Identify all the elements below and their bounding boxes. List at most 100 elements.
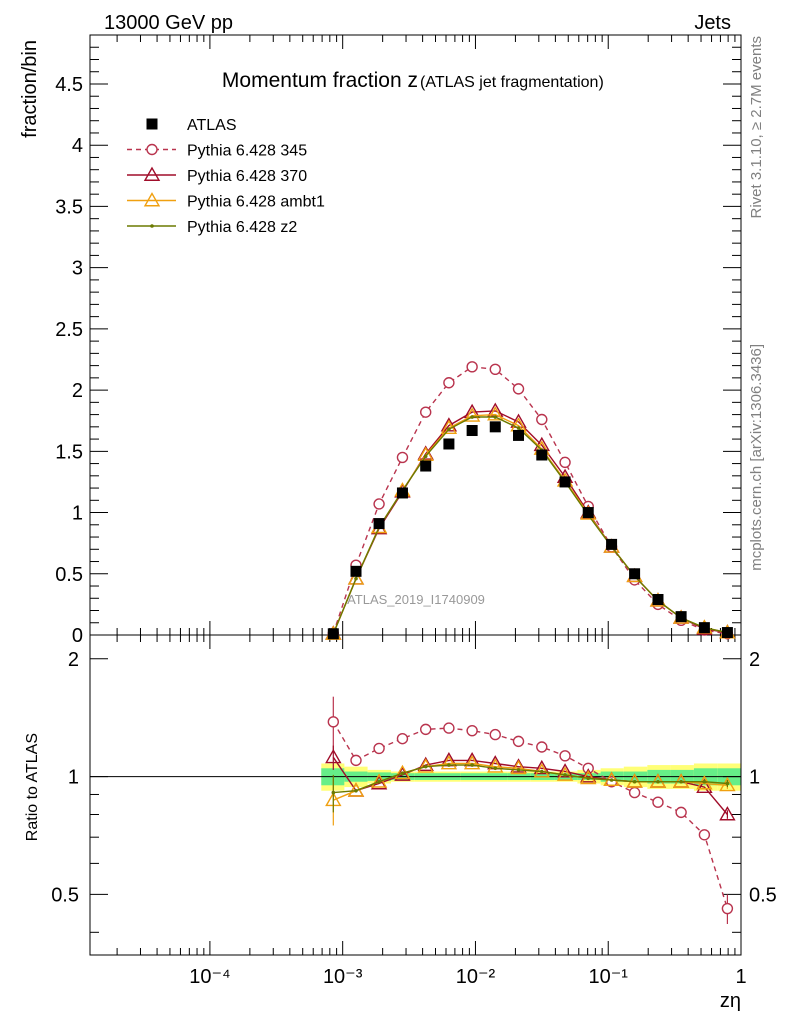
- ratio-y-axis-label: Ratio to ATLAS: [24, 733, 41, 841]
- x-tick-label: 10⁻²: [456, 966, 496, 988]
- ratio-point: [696, 778, 713, 794]
- ratio-point: [487, 758, 504, 773]
- ratio-pythia-6-428-z2: [331, 763, 730, 813]
- ratio-point: [656, 779, 660, 784]
- legend-marker: [143, 192, 161, 207]
- data-point: [559, 456, 571, 469]
- analysis-watermark: ATLAS_2019_I1740909: [347, 592, 485, 607]
- legend-marker: [146, 118, 158, 130]
- legend-label: ATLAS: [187, 117, 237, 134]
- ratio-point: [586, 776, 591, 781]
- data-point: [443, 438, 455, 450]
- data-point: [489, 421, 501, 433]
- y-tick-label: 1: [72, 503, 83, 525]
- y-tick-label: 2: [72, 380, 83, 402]
- ratio-point: [350, 754, 362, 767]
- ratio-point: [679, 779, 683, 784]
- ratio-point: [533, 759, 551, 775]
- y-tick-label: 4: [72, 135, 83, 157]
- y-tick-label: 4.5: [55, 74, 83, 96]
- data-point: [516, 426, 521, 430]
- legend-label: Pythia 6.428 345: [187, 143, 307, 160]
- ratio-point: [373, 742, 385, 755]
- data-point: [675, 611, 687, 623]
- chart-subtitle: (ATLAS jet fragmentation): [420, 74, 604, 91]
- data-point: [396, 487, 408, 499]
- ratio-point: [536, 741, 548, 753]
- ratio-line: [332, 721, 729, 909]
- ratio-point: [632, 779, 637, 784]
- mcplots-source-label: mcplots.cern.ch [arXiv:1306.3436]: [748, 344, 765, 571]
- ratio-point: [672, 773, 690, 788]
- rivet-version-label: Rivet 3.1.10, ≥ 2.7M events: [748, 36, 765, 219]
- ratio-point: [440, 755, 458, 770]
- ratio-point: [609, 778, 614, 782]
- legend: ATLAS Pythia 6.428 345 Pythia 6.428 370 Pyt…: [127, 117, 325, 236]
- legend-marker: [143, 166, 161, 181]
- data-point: [350, 565, 362, 577]
- legend-marker: [146, 143, 158, 156]
- data-point: [629, 568, 641, 580]
- ratio-point: [580, 768, 597, 783]
- ratio-point: [512, 735, 525, 748]
- ratio-point: [327, 716, 340, 728]
- ratio-point: [563, 773, 567, 777]
- ratio-point: [539, 769, 544, 774]
- ratio-point: [698, 829, 711, 841]
- y-tick-label: 0.5: [55, 564, 83, 586]
- legend-entry: Pythia 6.428 z2: [127, 219, 297, 236]
- ratio-y-tick-label: 1: [68, 767, 79, 789]
- ratio-point: [331, 790, 336, 795]
- data-point: [536, 413, 548, 426]
- data-point: [721, 627, 733, 639]
- ratio-point: [556, 763, 574, 778]
- series-layer: [325, 361, 736, 640]
- ratio-y-tick-label-right: 0.5: [749, 884, 777, 906]
- data-point: [466, 361, 478, 373]
- data-point: [493, 415, 498, 419]
- ratio-point: [652, 796, 664, 808]
- ratio-point: [466, 724, 478, 737]
- data-point: [417, 446, 434, 461]
- data-point: [347, 570, 365, 585]
- ratio-point: [417, 756, 434, 772]
- legend-entry: ATLAS: [146, 117, 237, 134]
- ratio-point: [628, 786, 641, 799]
- y-axis-label: fraction/bin: [19, 40, 41, 138]
- data-point: [512, 383, 525, 395]
- ratio-point: [510, 759, 527, 775]
- uncertainty-band: [90, 763, 741, 791]
- data-point: [470, 415, 474, 419]
- ratio-pythia-6-428-345: [327, 696, 734, 925]
- ratio-point: [516, 768, 521, 772]
- data-point: [396, 451, 409, 464]
- ratio-point: [325, 748, 342, 764]
- ratio-point: [719, 806, 736, 821]
- data-point: [513, 429, 525, 441]
- header-energy-label: 13000 GeV pp: [104, 12, 233, 34]
- ratio-point: [447, 763, 451, 767]
- data-point: [463, 407, 481, 422]
- x-tick-label: 10⁻⁴: [189, 966, 230, 988]
- data-point: [559, 476, 571, 488]
- data-point: [582, 507, 594, 519]
- data-point: [698, 622, 710, 634]
- ratio-point: [396, 732, 409, 745]
- legend-label: Pythia 6.428 ambt1: [187, 194, 325, 211]
- data-point: [373, 498, 385, 510]
- y-tick-label: 2.5: [55, 319, 83, 341]
- data-point: [606, 538, 618, 550]
- ratio-y-tick-label: 0.5: [51, 884, 79, 906]
- ratio-y-tick-label: 2: [68, 649, 79, 671]
- ratio-point: [443, 722, 455, 734]
- ratio-point: [463, 755, 481, 770]
- chart-title: Momentum fraction z: [222, 69, 418, 92]
- x-axis-label: zη: [720, 990, 741, 1012]
- x-tick-label: 10⁻³: [323, 966, 363, 988]
- y-tick-label: 3: [72, 258, 83, 280]
- data-point: [487, 406, 504, 421]
- y-tick-label: 0: [72, 625, 83, 647]
- data-point: [489, 363, 501, 375]
